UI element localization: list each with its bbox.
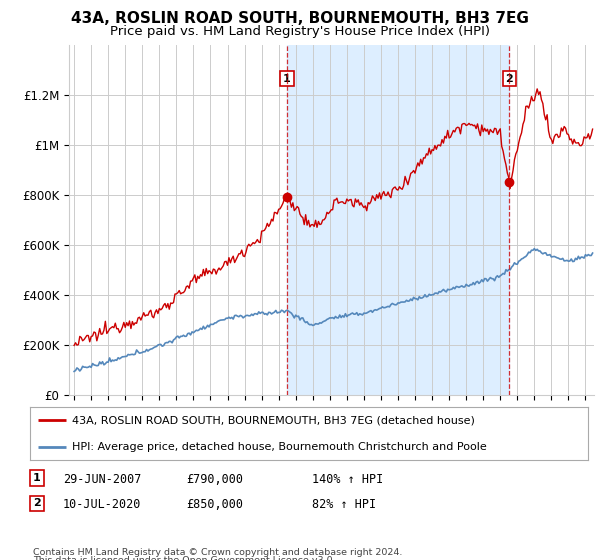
Text: 43A, ROSLIN ROAD SOUTH, BOURNEMOUTH, BH3 7EG: 43A, ROSLIN ROAD SOUTH, BOURNEMOUTH, BH3… [71, 11, 529, 26]
Text: 140% ↑ HPI: 140% ↑ HPI [312, 473, 383, 486]
Text: Price paid vs. HM Land Registry's House Price Index (HPI): Price paid vs. HM Land Registry's House … [110, 25, 490, 38]
Text: 1: 1 [283, 73, 291, 83]
Text: 2: 2 [505, 73, 513, 83]
Text: This data is licensed under the Open Government Licence v3.0.: This data is licensed under the Open Gov… [33, 556, 335, 560]
Text: 43A, ROSLIN ROAD SOUTH, BOURNEMOUTH, BH3 7EG (detached house): 43A, ROSLIN ROAD SOUTH, BOURNEMOUTH, BH3… [72, 416, 475, 426]
Text: 29-JUN-2007: 29-JUN-2007 [63, 473, 142, 486]
Bar [287, 45, 509, 395]
Text: £790,000: £790,000 [186, 473, 243, 486]
Text: £850,000: £850,000 [186, 498, 243, 511]
Text: Contains HM Land Registry data © Crown copyright and database right 2024.: Contains HM Land Registry data © Crown c… [33, 548, 403, 557]
Text: 82% ↑ HPI: 82% ↑ HPI [312, 498, 376, 511]
Text: 2: 2 [33, 498, 41, 508]
Text: 1: 1 [33, 473, 41, 483]
Text: 10-JUL-2020: 10-JUL-2020 [63, 498, 142, 511]
Text: HPI: Average price, detached house, Bournemouth Christchurch and Poole: HPI: Average price, detached house, Bour… [72, 442, 487, 452]
